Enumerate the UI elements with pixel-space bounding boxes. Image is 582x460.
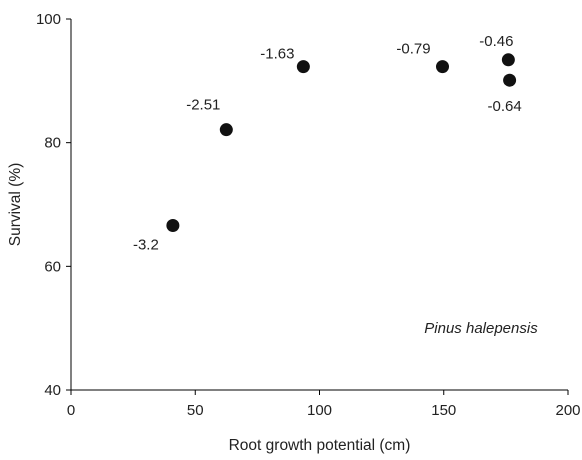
x-tick-label: 0 — [67, 402, 75, 419]
x-tick-label: 200 — [555, 402, 580, 419]
data-point-label: -3.2 — [133, 237, 159, 254]
data-point — [501, 53, 515, 67]
x-axis-ticks: 0 50 100 150 200 — [67, 390, 581, 419]
data-point — [436, 60, 450, 74]
data-point — [296, 60, 310, 74]
y-tick-label: 60 — [44, 258, 61, 275]
data-point-label: -2.51 — [186, 97, 220, 114]
data-point — [219, 123, 233, 137]
data-points — [166, 53, 517, 233]
y-tick-label: 40 — [44, 382, 61, 399]
y-tick-label: 100 — [36, 11, 61, 28]
data-point — [503, 73, 517, 87]
x-tick-label: 150 — [431, 402, 456, 419]
data-point-label: -0.64 — [488, 98, 522, 115]
y-axis-ticks: 40 60 80 100 — [36, 11, 71, 399]
x-axis-label: Root growth potential (cm) — [229, 437, 411, 454]
data-point-labels: -3.2 -2.51 -1.63 -0.79 -0.46 -0.64 — [133, 33, 522, 254]
species-annotation: Pinus halepensis — [424, 320, 538, 337]
data-point-label: -1.63 — [260, 46, 294, 63]
plot-area: 0 50 100 150 200 40 60 80 100 -3.2 -2.51 -1.63 -0.… — [36, 11, 581, 419]
data-point-label: -0.46 — [479, 33, 513, 50]
x-tick-label: 50 — [187, 402, 204, 419]
y-axis-label: Survival (%) — [7, 163, 24, 247]
x-tick-label: 100 — [307, 402, 332, 419]
data-point-label: -0.79 — [396, 41, 430, 58]
data-point — [166, 219, 180, 233]
y-tick-label: 80 — [44, 135, 61, 152]
